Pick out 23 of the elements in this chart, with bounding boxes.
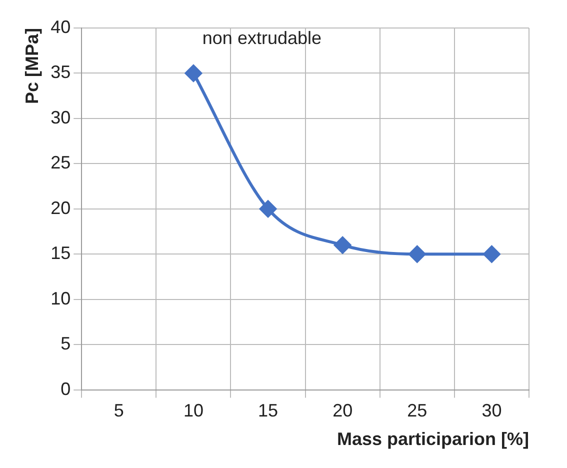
x-tick-label: 10 [183, 400, 204, 421]
x-axis-title: Mass participarion [%] [336, 429, 529, 450]
point [184, 64, 202, 82]
y-tick-label: 0 [60, 378, 71, 399]
y-tick-label: 10 [50, 288, 71, 308]
y-tick-label: 35 [50, 62, 71, 82]
point [483, 246, 500, 263]
point [260, 200, 277, 218]
x-tick-label: 15 [258, 400, 278, 421]
y-tick-label: 30 [50, 107, 71, 128]
x-tick-label: 5 [114, 400, 124, 421]
x-tick-label: 30 [482, 400, 502, 421]
y-tick-label: 25 [50, 152, 71, 173]
y-axis-title: Pc [MPa] [22, 28, 42, 104]
y-tick-label: 5 [60, 334, 71, 354]
y-tick-label: 20 [50, 198, 71, 218]
point [334, 236, 352, 254]
point [408, 246, 426, 263]
y-tick-label: 15 [50, 243, 71, 264]
y-tick-label: 40 [50, 16, 71, 37]
annotation: non extrudable [202, 28, 322, 48]
x-tick-label: 20 [332, 400, 353, 421]
x-tick-label: 25 [407, 400, 428, 421]
